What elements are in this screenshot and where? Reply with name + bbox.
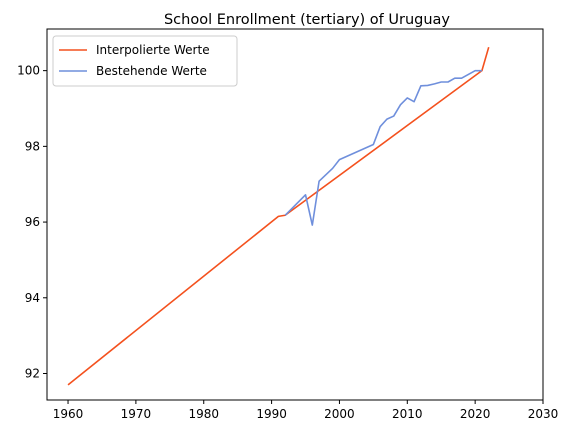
- legend: Interpolierte Werte Bestehende Werte: [52, 35, 238, 87]
- series-lines: [67, 46, 490, 386]
- y-tick-label: 100: [17, 64, 40, 78]
- series-line-2: [284, 69, 482, 226]
- x-tick-label: 1980: [188, 407, 219, 421]
- legend-label-1: Interpolierte Werte: [96, 43, 210, 57]
- chart-title: School Enrollment (tertiary) of Uruguay: [164, 12, 450, 28]
- series-line-1: [67, 46, 490, 386]
- y-tick-label: 92: [25, 367, 40, 381]
- x-tick-label: 1990: [256, 407, 287, 421]
- x-tick-label: 2000: [324, 407, 355, 421]
- y-tick-label: 98: [25, 139, 40, 153]
- plot-frame: [46, 28, 544, 401]
- x-axis: 1960 1970 1980 1990 2000 2010 2020 2030: [53, 400, 559, 421]
- y-axis: 92 94 96 98 100: [17, 64, 47, 381]
- legend-box: [52, 35, 238, 87]
- y-tick-label: 96: [25, 215, 40, 229]
- y-tick-label: 94: [25, 291, 40, 305]
- x-tick-label: 2030: [528, 407, 559, 421]
- x-tick-label: 2010: [392, 407, 423, 421]
- x-tick-label: 2020: [460, 407, 491, 421]
- x-tick-label: 1960: [53, 407, 84, 421]
- x-tick-label: 1970: [121, 407, 152, 421]
- legend-label-2: Bestehende Werte: [96, 64, 207, 78]
